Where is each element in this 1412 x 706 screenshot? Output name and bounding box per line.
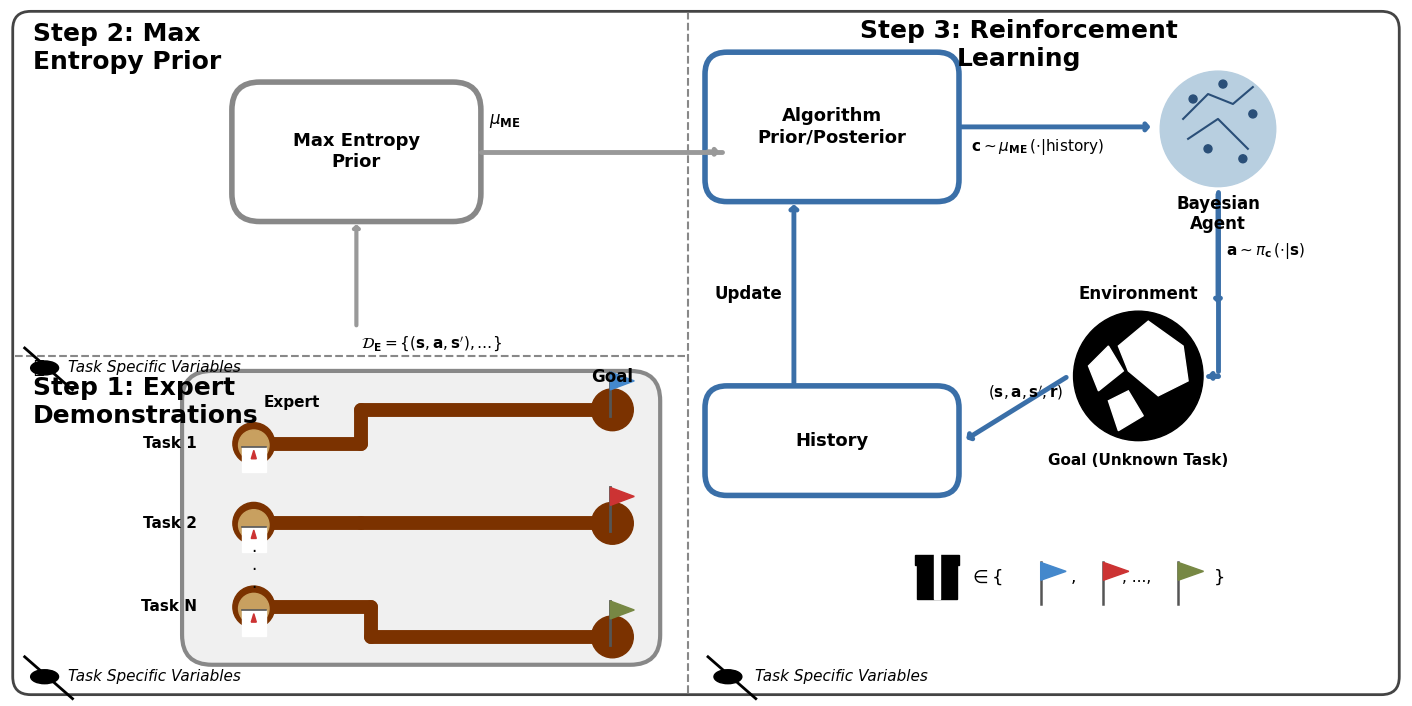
Circle shape — [1219, 80, 1227, 88]
Text: ·
·
·: · · · — [251, 543, 257, 597]
Bar — [935, 549, 940, 599]
Text: Max Entropy
Prior: Max Entropy Prior — [292, 133, 419, 171]
Text: $\mathcal{D}_{\mathbf{E}} = \{(\mathbf{s},\mathbf{a},\mathbf{s}^\prime),\ldots\}: $\mathcal{D}_{\mathbf{E}} = \{(\mathbf{s… — [361, 335, 503, 354]
FancyBboxPatch shape — [13, 11, 1399, 695]
Polygon shape — [251, 614, 257, 622]
Circle shape — [592, 616, 634, 658]
Text: $\mathbf{c} \sim \mu_{\mathbf{ME}}\,(\cdot|\mathrm{history})$: $\mathbf{c} \sim \mu_{\mathbf{ME}}\,(\cd… — [971, 137, 1104, 157]
Polygon shape — [610, 372, 634, 390]
Polygon shape — [251, 450, 257, 459]
Circle shape — [233, 586, 275, 628]
Bar — [241, 447, 265, 472]
Text: Task Specific Variables: Task Specific Variables — [755, 669, 928, 684]
Polygon shape — [1108, 391, 1144, 431]
Circle shape — [1073, 311, 1203, 441]
Text: $\}$: $\}$ — [1213, 568, 1224, 587]
Ellipse shape — [714, 670, 741, 683]
Bar — [241, 527, 265, 552]
Bar — [915, 555, 959, 566]
Circle shape — [1189, 95, 1197, 103]
Polygon shape — [1103, 563, 1128, 580]
Text: Task N: Task N — [141, 599, 198, 614]
Text: ?: ? — [933, 576, 940, 586]
Text: ⊗: ⊗ — [31, 359, 47, 378]
FancyBboxPatch shape — [705, 386, 959, 496]
Polygon shape — [1041, 563, 1066, 580]
Text: $(\mathbf{s},\mathbf{a},\mathbf{s}^\prime,\mathbf{r})$: $(\mathbf{s},\mathbf{a},\mathbf{s}^\prim… — [988, 384, 1065, 402]
Polygon shape — [610, 601, 634, 619]
FancyBboxPatch shape — [232, 82, 481, 222]
Circle shape — [1161, 71, 1276, 186]
Ellipse shape — [31, 670, 58, 683]
Text: Task 1: Task 1 — [143, 436, 198, 451]
Text: Task Specific Variables: Task Specific Variables — [68, 669, 240, 684]
Circle shape — [233, 503, 275, 544]
Text: Task Specific Variables: Task Specific Variables — [68, 361, 240, 376]
Text: Goal: Goal — [592, 368, 634, 386]
Polygon shape — [1089, 346, 1124, 391]
Circle shape — [239, 430, 270, 460]
FancyBboxPatch shape — [705, 52, 959, 202]
Bar — [918, 561, 957, 599]
Text: Goal (Unknown Task): Goal (Unknown Task) — [1048, 453, 1228, 467]
Ellipse shape — [31, 361, 58, 375]
Text: Step 3: Reinforcement
Learning: Step 3: Reinforcement Learning — [860, 19, 1178, 71]
Circle shape — [1204, 145, 1211, 152]
Circle shape — [592, 389, 634, 431]
Text: Task 2: Task 2 — [143, 516, 198, 531]
Text: ,: , — [1070, 568, 1076, 586]
Text: History: History — [795, 431, 868, 450]
Polygon shape — [1178, 563, 1203, 580]
Text: Step 2: Max
Entropy Prior: Step 2: Max Entropy Prior — [32, 23, 220, 74]
Circle shape — [239, 510, 270, 540]
Bar — [241, 610, 265, 635]
FancyBboxPatch shape — [182, 371, 661, 665]
Circle shape — [1238, 155, 1247, 163]
Text: 𝓢: 𝓢 — [32, 359, 44, 377]
Text: $\mathbf{a} \sim \pi_{\mathbf{c}}\,(\cdot|\mathbf{s})$: $\mathbf{a} \sim \pi_{\mathbf{c}}\,(\cdo… — [1226, 241, 1305, 261]
Text: Environment: Environment — [1079, 285, 1199, 303]
Polygon shape — [1118, 321, 1187, 396]
Circle shape — [239, 593, 270, 624]
Circle shape — [233, 423, 275, 465]
Text: $\mu_{\mathbf{ME}}$: $\mu_{\mathbf{ME}}$ — [489, 112, 521, 130]
Circle shape — [592, 503, 634, 544]
Polygon shape — [251, 530, 257, 539]
Text: , ...,: , ..., — [1121, 570, 1151, 585]
Text: Expert: Expert — [264, 395, 321, 409]
Text: Algorithm
Prior/Posterior: Algorithm Prior/Posterior — [758, 107, 907, 146]
Text: Step 1: Expert
Demonstrations: Step 1: Expert Demonstrations — [32, 376, 258, 428]
Polygon shape — [610, 487, 634, 505]
Text: $\in\{$: $\in\{$ — [969, 568, 1003, 587]
Circle shape — [1248, 110, 1257, 118]
Text: Bayesian
Agent: Bayesian Agent — [1176, 195, 1260, 234]
Text: Update: Update — [714, 285, 782, 303]
